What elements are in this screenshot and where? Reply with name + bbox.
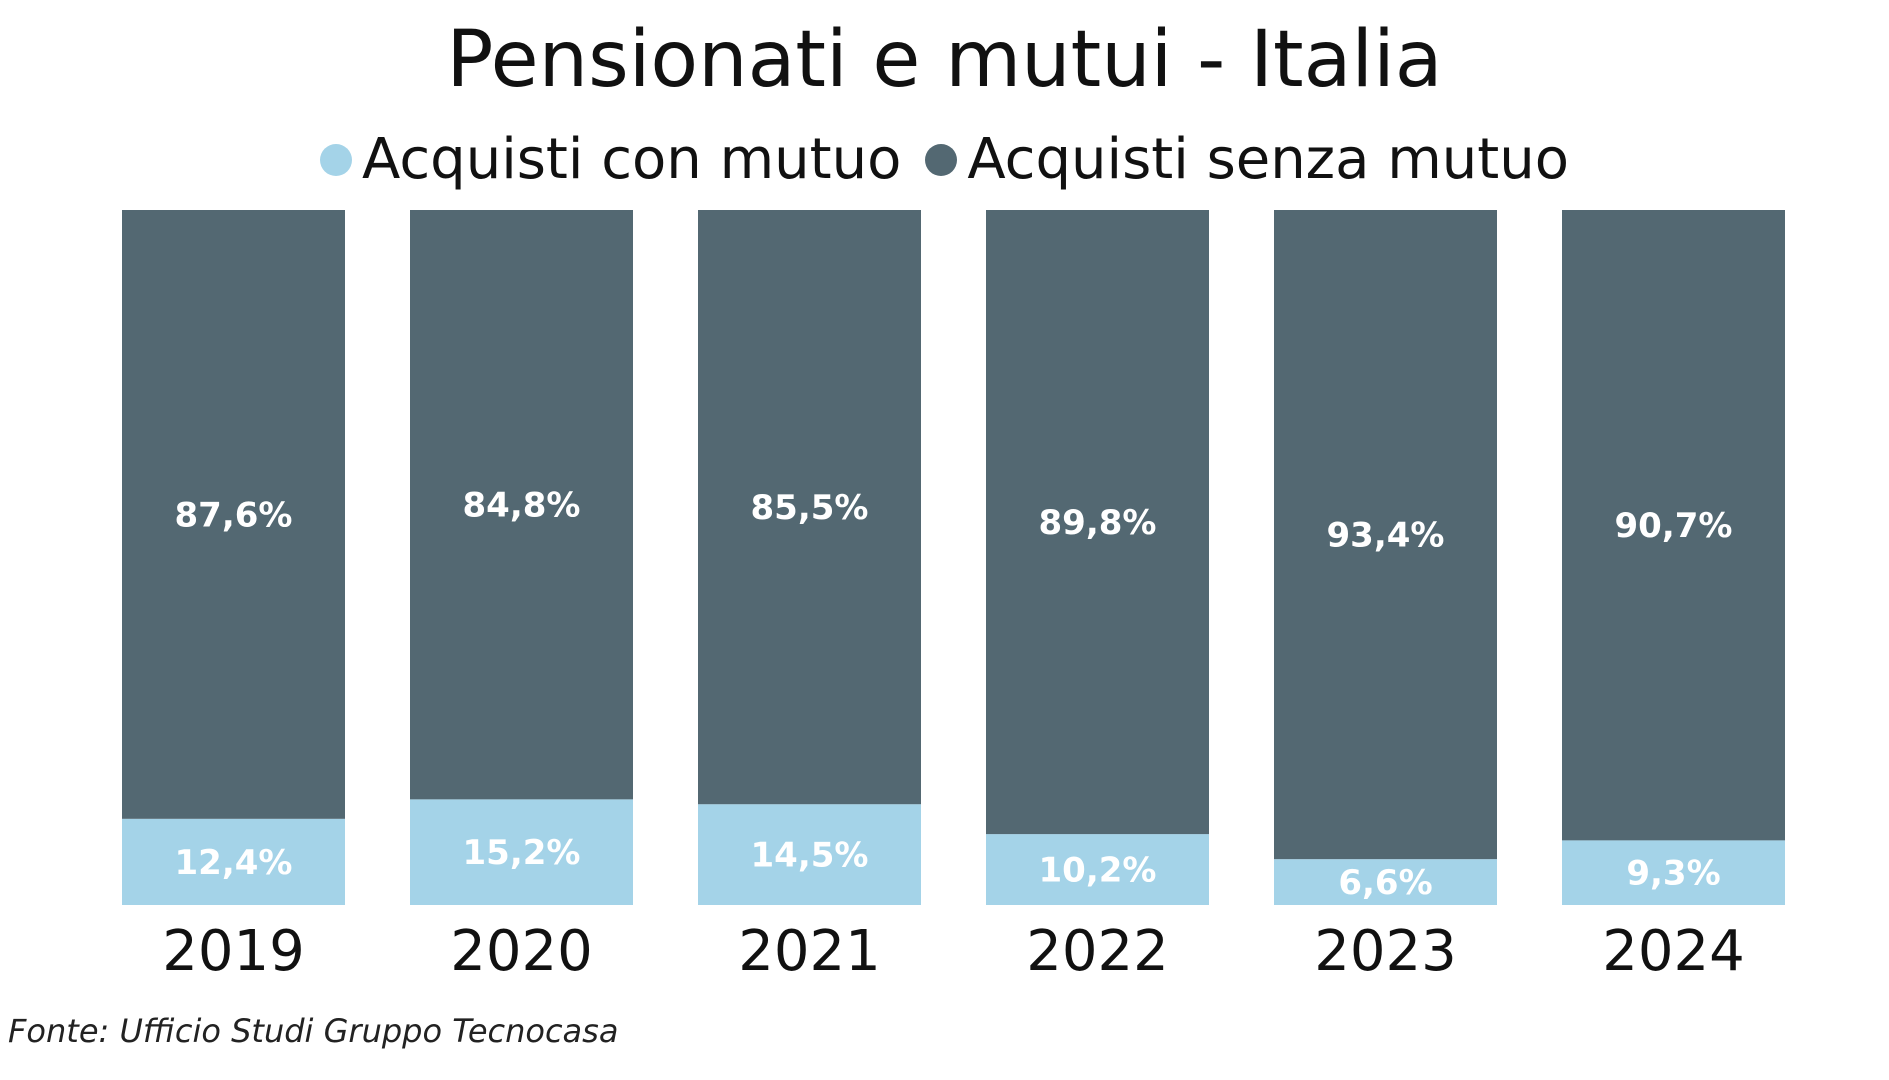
bar-2022-acquisti-con-mutuo [986,834,1209,905]
data-label-2019-acquisti-senza-mutuo: 87,6% [175,495,293,535]
data-label-2020-acquisti-con-mutuo: 15,2% [463,833,581,873]
bar-2021-acquisti-senza-mutuo [698,210,921,805]
x-tick-label-2020: 2020 [450,919,593,984]
bar-2023-acquisti-con-mutuo [1274,859,1497,905]
legend-label-senza-mutuo: Acquisti senza mutuo [967,127,1569,192]
x-tick-label-2024: 2024 [1602,919,1745,984]
data-label-2024-acquisti-senza-mutuo: 90,7% [1615,506,1733,546]
x-tick-label-2019: 2019 [162,919,305,984]
data-label-2023-acquisti-con-mutuo: 6,6% [1338,863,1432,903]
data-label-2021-acquisti-senza-mutuo: 85,5% [751,488,869,528]
data-label-2022-acquisti-con-mutuo: 10,2% [1039,851,1157,891]
data-label-2020-acquisti-senza-mutuo: 84,8% [463,486,581,526]
data-label-2019-acquisti-con-mutuo: 12,4% [175,843,293,883]
data-label-2021-acquisti-con-mutuo: 14,5% [751,836,869,876]
bar-2019-acquisti-con-mutuo [122,818,345,905]
x-tick-label-2021: 2021 [738,919,881,984]
bar-2024-acquisti-senza-mutuo [1562,210,1785,841]
x-tick-label-2022: 2022 [1026,919,1169,984]
data-label-2024-acquisti-con-mutuo: 9,3% [1626,854,1720,894]
legend: Acquisti con mutuo Acquisti senza mutuo [0,125,1889,195]
bar-2019-acquisti-senza-mutuo [122,210,345,819]
legend-item-con-mutuo: Acquisti con mutuo [320,125,901,195]
source-note: Fonte: Ufficio Studi Gruppo Tecnocasa [8,1012,619,1050]
legend-label-con-mutuo: Acquisti con mutuo [362,127,902,192]
bar-2023-acquisti-senza-mutuo [1274,210,1497,860]
legend-marker-senza-mutuo [925,144,958,176]
chart-title: Pensionati e mutui - Italia [446,15,1443,105]
bar-2020-acquisti-senza-mutuo [410,210,633,800]
x-tick-label-2023: 2023 [1314,919,1457,984]
bar-2021-acquisti-con-mutuo [698,804,921,905]
legend-item-senza-mutuo: Acquisti senza mutuo [925,125,1569,195]
bar-2022-acquisti-senza-mutuo [986,210,1209,835]
data-label-2022-acquisti-senza-mutuo: 89,8% [1039,503,1157,543]
bar-2024-acquisti-con-mutuo [1562,840,1785,905]
data-label-2023-acquisti-senza-mutuo: 93,4% [1327,516,1445,556]
legend-marker-con-mutuo [320,144,353,176]
bar-2020-acquisti-con-mutuo [410,799,633,905]
